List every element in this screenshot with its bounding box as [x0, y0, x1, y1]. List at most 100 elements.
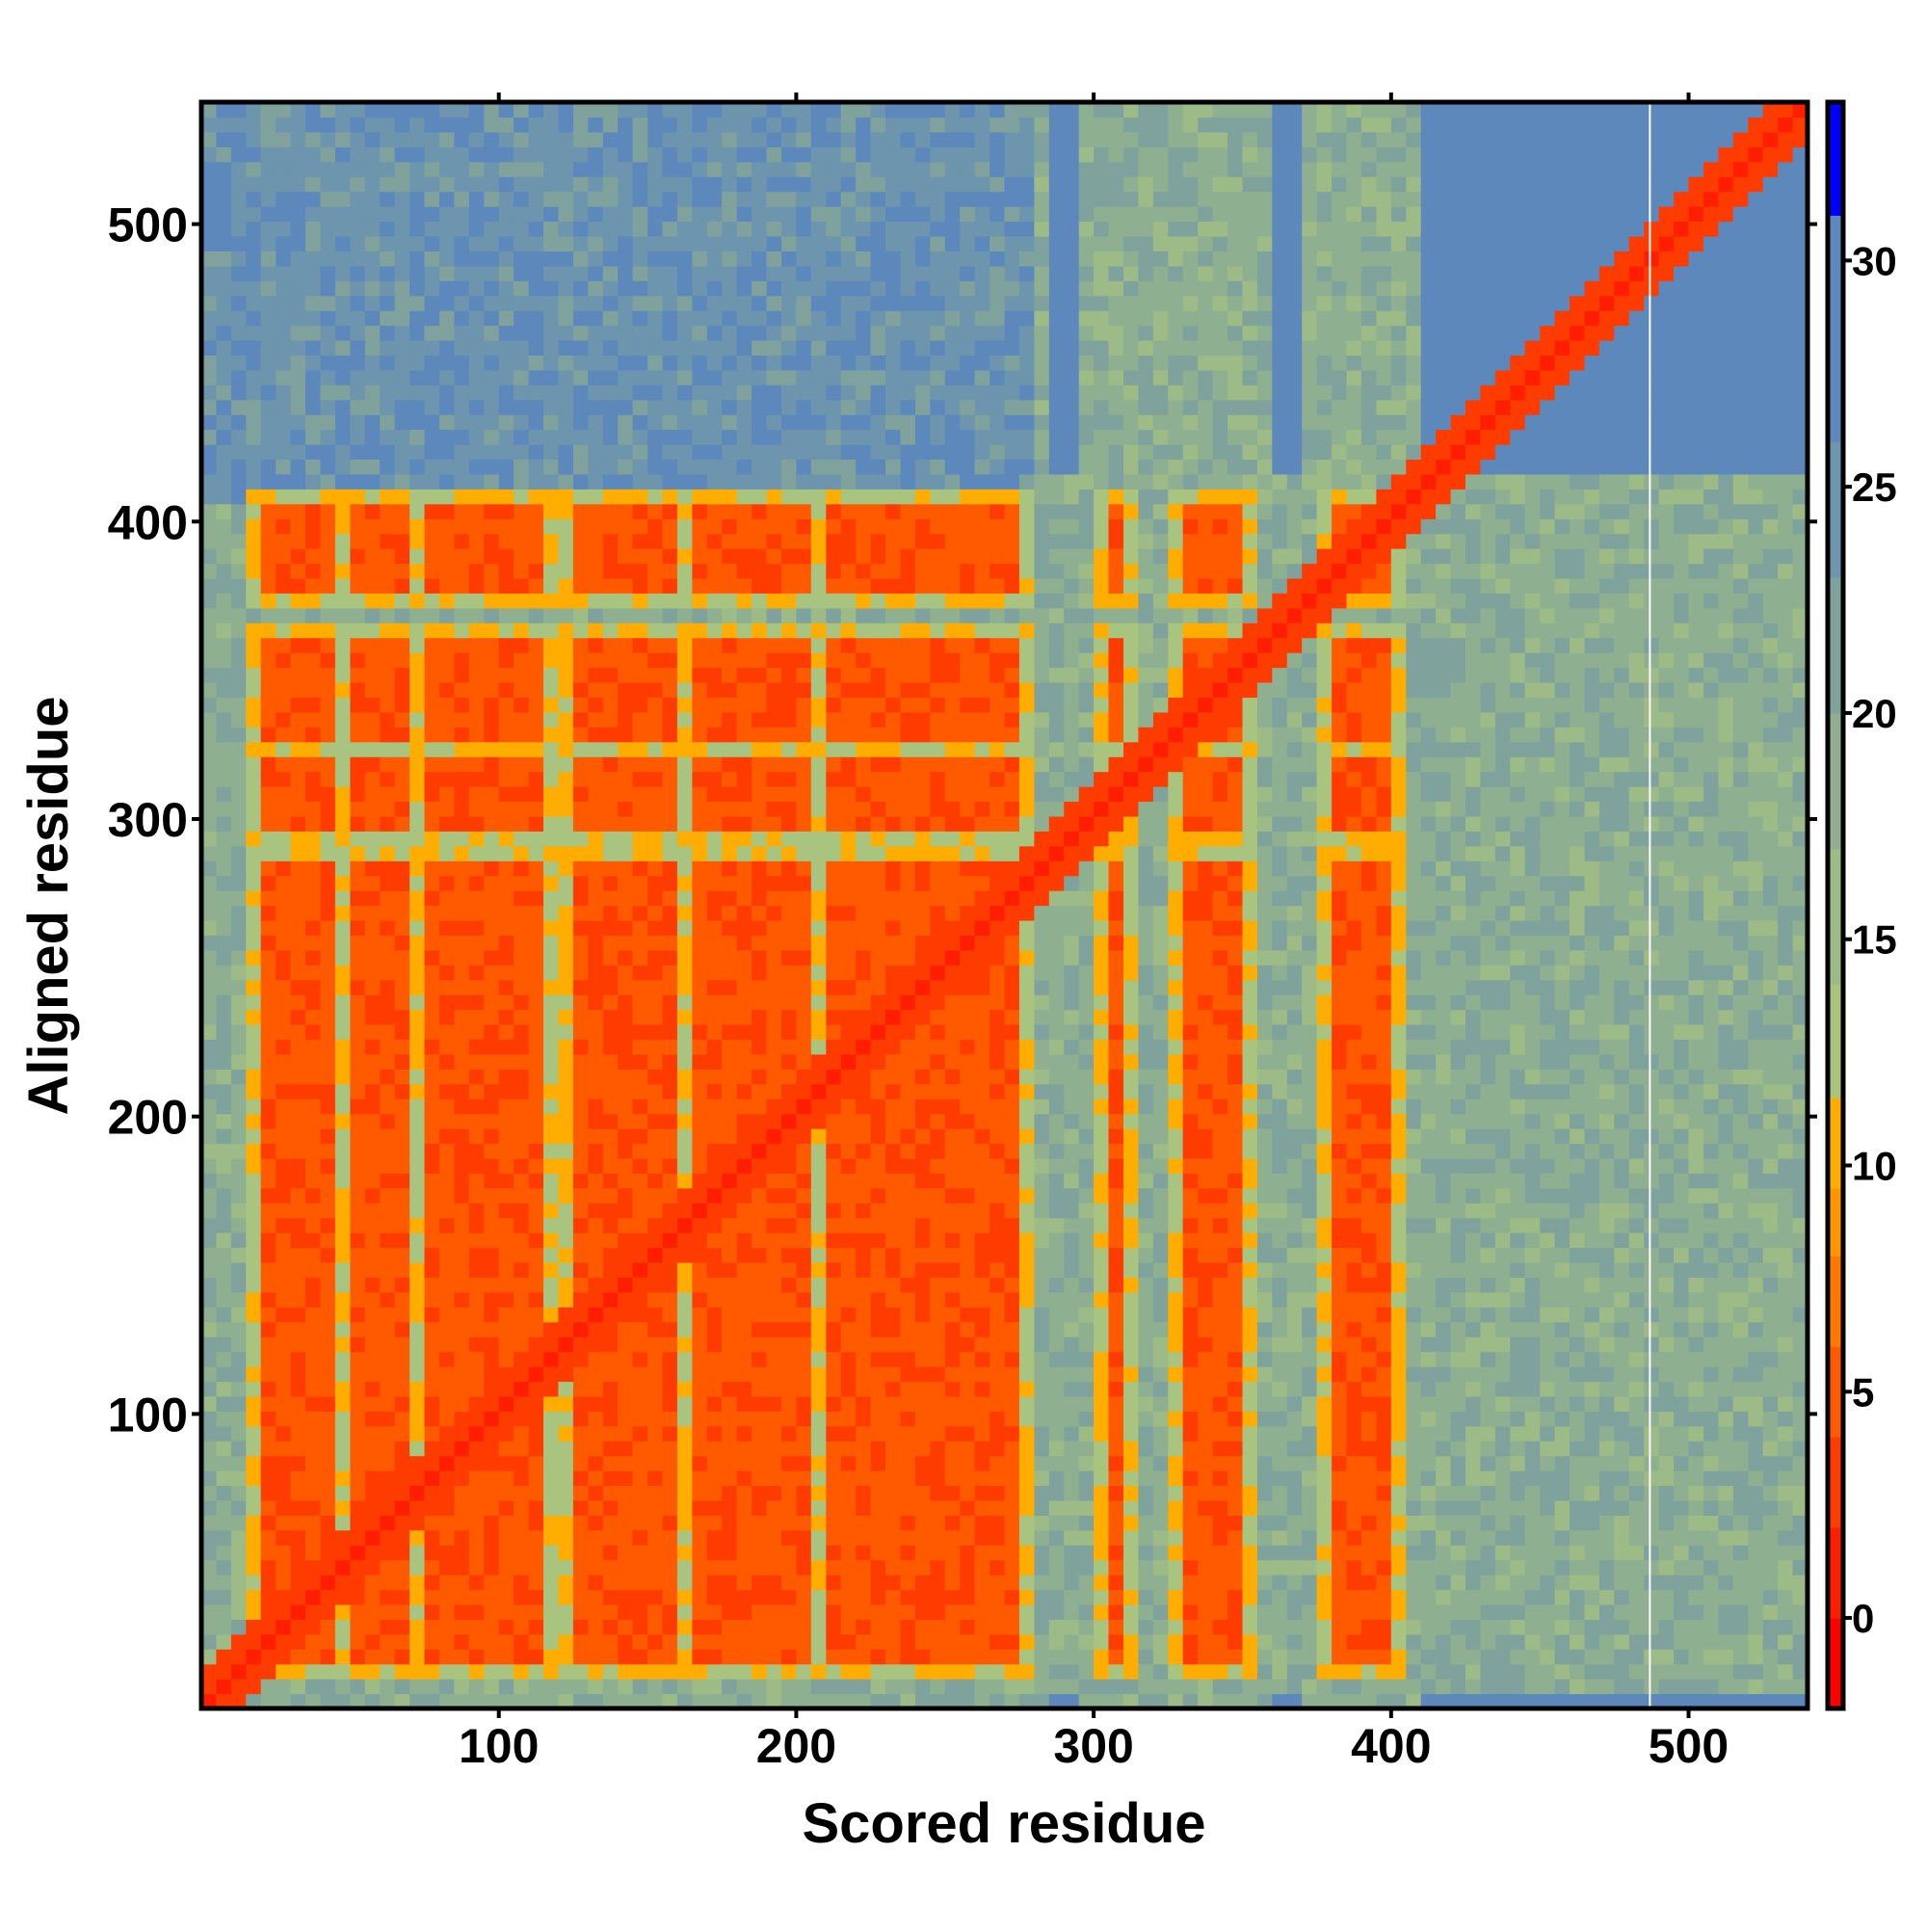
heatmap-cell [394, 905, 410, 921]
heatmap-cell [246, 890, 262, 907]
heatmap-cell [276, 815, 292, 832]
heatmap-cell [706, 1366, 723, 1383]
heatmap-cell [632, 295, 648, 311]
heatmap-cell [781, 1693, 798, 1709]
heatmap-cell [588, 607, 604, 623]
heatmap-cell [766, 577, 782, 594]
heatmap-cell [870, 161, 886, 177]
heatmap-cell [498, 711, 515, 728]
heatmap-cell [290, 682, 306, 699]
heatmap-cell [840, 607, 857, 623]
heatmap-cell [572, 1441, 589, 1457]
heatmap-cell [796, 280, 812, 297]
heatmap-cell [736, 414, 752, 431]
heatmap-cell [246, 533, 262, 549]
heatmap-cell [810, 1485, 827, 1501]
heatmap-cell [543, 1441, 560, 1457]
heatmap-cell [276, 1545, 292, 1561]
heatmap-cell [439, 1425, 456, 1442]
heatmap-cell [454, 265, 470, 281]
heatmap-cell [676, 206, 693, 223]
heatmap-cell [885, 1425, 902, 1442]
heatmap-cell [350, 533, 366, 549]
heatmap-cell [305, 429, 322, 445]
heatmap-cell [558, 444, 574, 461]
heatmap-cell [260, 355, 277, 371]
heatmap-cell [364, 102, 381, 119]
heatmap-cell [468, 459, 485, 475]
heatmap-cell [454, 994, 470, 1011]
heatmap-cell [543, 206, 560, 223]
heatmap-cell [736, 102, 752, 119]
heatmap-cell [706, 1069, 723, 1085]
heatmap-cell [558, 741, 574, 757]
heatmap-cell [706, 399, 723, 415]
heatmap-cell [602, 191, 619, 207]
heatmap-cell [766, 1633, 782, 1650]
heatmap-cell [260, 384, 277, 401]
heatmap-cell [394, 1173, 410, 1189]
heatmap-cell [618, 905, 634, 921]
heatmap-cell [468, 801, 485, 817]
heatmap-cell [796, 1113, 812, 1129]
heatmap-cell [276, 1307, 292, 1323]
heatmap-cell [870, 1411, 886, 1427]
heatmap-cell [558, 131, 574, 147]
heatmap-cell [305, 340, 322, 357]
heatmap-cell [514, 667, 530, 683]
heatmap-cell [676, 1039, 693, 1055]
heatmap-cell [662, 1173, 678, 1189]
heatmap-cell [706, 1545, 723, 1561]
heatmap-cell [810, 890, 827, 907]
heatmap-cell [722, 890, 738, 907]
heatmap-cell [514, 845, 530, 861]
heatmap-cell [722, 1351, 738, 1367]
heatmap-cell [364, 176, 381, 193]
heatmap-cell [380, 1529, 396, 1546]
heatmap-cell [201, 1187, 218, 1204]
heatmap-cell [216, 1203, 232, 1219]
heatmap-cell [528, 1217, 544, 1233]
heatmap-cell [484, 1039, 500, 1055]
heatmap-cell [350, 1515, 366, 1531]
heatmap-cell [514, 1069, 530, 1085]
heatmap-cell [409, 131, 426, 147]
heatmap-cell [736, 1217, 752, 1233]
heatmap-cell [632, 429, 648, 445]
heatmap-cell [305, 1217, 322, 1233]
heatmap-cell [810, 1589, 827, 1605]
heatmap-cell [647, 756, 664, 773]
heatmap-cell [394, 1351, 410, 1367]
heatmap-cell [588, 815, 604, 832]
heatmap-cell [870, 1441, 886, 1457]
heatmap-cell [602, 1203, 619, 1219]
heatmap-cell [439, 831, 456, 847]
heatmap-cell [216, 1232, 232, 1249]
heatmap-cell [260, 473, 277, 490]
heatmap-cell [380, 384, 396, 401]
heatmap-cell [632, 1604, 648, 1621]
heatmap-cell [230, 355, 247, 371]
heatmap-cell [781, 935, 798, 951]
heatmap-cell [706, 1232, 723, 1249]
heatmap-cell [468, 399, 485, 415]
heatmap-cell [409, 1633, 426, 1650]
heatmap-cell [305, 1693, 322, 1709]
heatmap-cell [632, 994, 648, 1011]
heatmap-cell [558, 325, 574, 341]
heatmap-cell [484, 1366, 500, 1383]
heatmap-cell [276, 161, 292, 177]
heatmap-cell [424, 860, 440, 877]
heatmap-cell [498, 1247, 515, 1263]
heatmap-cell [588, 131, 604, 147]
heatmap-cell [290, 1633, 306, 1650]
heatmap-cell [706, 622, 723, 639]
heatmap-cell [498, 1485, 515, 1501]
heatmap-cell [692, 1649, 708, 1665]
heatmap-cell [439, 146, 456, 163]
heatmap-cell [856, 741, 872, 757]
heatmap-cell [826, 682, 842, 699]
heatmap-cell [781, 1559, 798, 1575]
heatmap-cell [216, 340, 232, 357]
heatmap-cell [885, 1575, 902, 1591]
